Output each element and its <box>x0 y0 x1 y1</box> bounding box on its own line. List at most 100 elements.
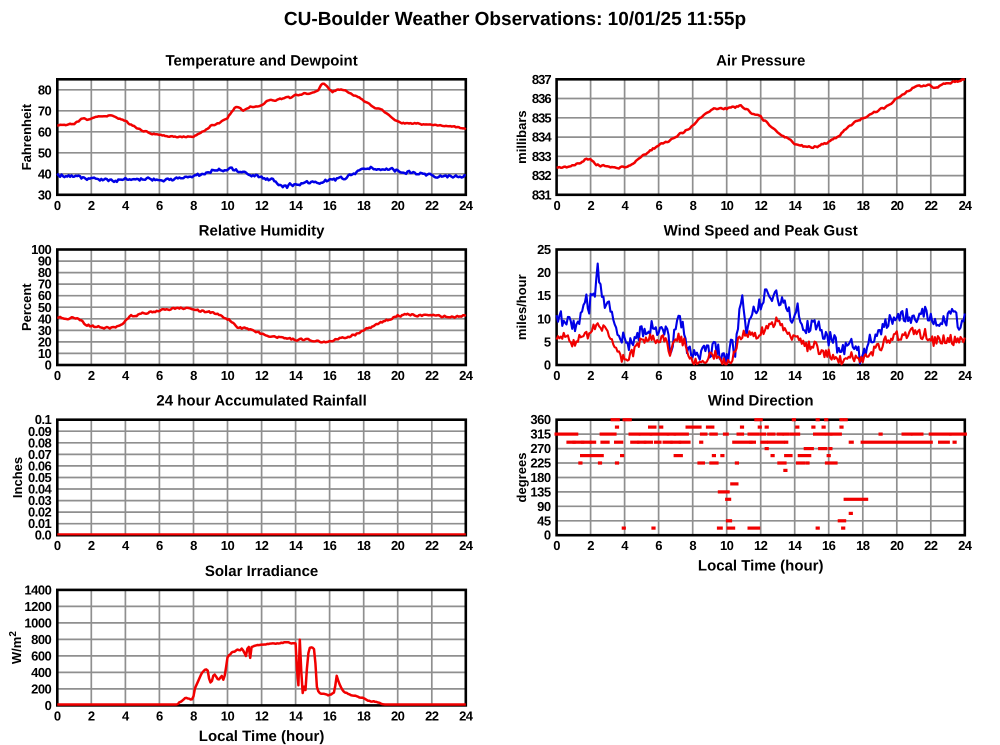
svg-text:Relative Humidity: Relative Humidity <box>199 223 326 240</box>
svg-text:836: 836 <box>532 91 551 106</box>
svg-text:22: 22 <box>425 198 439 213</box>
svg-text:degrees: degrees <box>514 453 529 503</box>
svg-text:10: 10 <box>221 708 235 723</box>
svg-text:6: 6 <box>156 538 163 553</box>
svg-text:15: 15 <box>537 288 551 303</box>
svg-text:25: 25 <box>537 242 551 257</box>
svg-text:70: 70 <box>38 103 52 118</box>
svg-text:22: 22 <box>925 198 938 213</box>
svg-text:12: 12 <box>754 538 768 553</box>
svg-text:12: 12 <box>754 368 768 383</box>
svg-text:40: 40 <box>38 311 52 326</box>
svg-text:14: 14 <box>289 198 304 213</box>
svg-text:90: 90 <box>537 499 551 514</box>
svg-text:833: 833 <box>532 149 551 164</box>
svg-text:0: 0 <box>45 698 52 713</box>
svg-text:22: 22 <box>425 708 439 723</box>
svg-text:CU-Boulder Weather Observation: CU-Boulder Weather Observations: 10/01/2… <box>284 9 746 30</box>
svg-text:4: 4 <box>621 538 629 553</box>
svg-text:200: 200 <box>31 681 51 696</box>
svg-text:0.08: 0.08 <box>28 435 52 450</box>
svg-text:millibars: millibars <box>514 110 529 163</box>
svg-text:16: 16 <box>323 368 337 383</box>
svg-text:2: 2 <box>88 708 95 723</box>
svg-text:4: 4 <box>621 198 629 213</box>
svg-text:70: 70 <box>38 277 52 292</box>
svg-text:0.07: 0.07 <box>28 447 52 462</box>
svg-text:20: 20 <box>891 198 904 213</box>
svg-text:225: 225 <box>530 456 550 471</box>
svg-text:16: 16 <box>822 198 835 213</box>
svg-text:0: 0 <box>553 538 560 553</box>
svg-text:18: 18 <box>856 538 870 553</box>
svg-text:W/m2: W/m2 <box>8 631 24 664</box>
svg-text:2: 2 <box>88 368 95 383</box>
svg-text:14: 14 <box>788 368 803 383</box>
svg-text:18: 18 <box>856 368 870 383</box>
svg-text:12: 12 <box>255 538 269 553</box>
svg-text:30: 30 <box>38 187 52 202</box>
svg-text:6: 6 <box>655 368 662 383</box>
svg-text:6: 6 <box>156 368 163 383</box>
svg-text:800: 800 <box>31 632 51 647</box>
svg-text:18: 18 <box>357 708 371 723</box>
svg-text:10: 10 <box>720 538 734 553</box>
svg-text:20: 20 <box>391 198 405 213</box>
svg-text:20: 20 <box>391 708 405 723</box>
svg-text:miles/hour: miles/hour <box>514 274 529 340</box>
svg-text:Air Pressure: Air Pressure <box>716 52 805 69</box>
svg-text:0: 0 <box>544 358 551 373</box>
svg-text:135: 135 <box>530 484 550 499</box>
svg-text:1200: 1200 <box>24 599 51 614</box>
svg-text:8: 8 <box>190 708 197 723</box>
svg-text:14: 14 <box>788 198 802 213</box>
svg-text:90: 90 <box>38 254 52 269</box>
svg-text:0.09: 0.09 <box>28 424 52 439</box>
svg-text:600: 600 <box>31 648 51 663</box>
svg-text:8: 8 <box>190 538 197 553</box>
svg-text:315: 315 <box>530 427 550 442</box>
svg-text:180: 180 <box>530 470 550 485</box>
svg-text:6: 6 <box>655 538 662 553</box>
svg-text:10: 10 <box>537 311 551 326</box>
svg-text:Fahrenheit: Fahrenheit <box>19 103 34 170</box>
svg-text:6: 6 <box>655 198 662 213</box>
svg-text:20: 20 <box>890 538 904 553</box>
svg-text:4: 4 <box>122 708 130 723</box>
svg-text:Local Time (hour): Local Time (hour) <box>698 558 824 575</box>
svg-text:12: 12 <box>255 368 269 383</box>
svg-text:10: 10 <box>720 198 733 213</box>
svg-text:45: 45 <box>537 513 551 528</box>
svg-text:6: 6 <box>156 708 163 723</box>
svg-text:24: 24 <box>459 198 474 213</box>
svg-text:24: 24 <box>959 198 973 213</box>
svg-text:24: 24 <box>958 368 973 383</box>
svg-text:12: 12 <box>255 708 269 723</box>
svg-text:Percent: Percent <box>19 283 34 331</box>
svg-text:22: 22 <box>425 368 439 383</box>
svg-text:0: 0 <box>45 358 52 373</box>
svg-text:20: 20 <box>391 538 405 553</box>
svg-text:0.04: 0.04 <box>28 482 53 497</box>
svg-text:12: 12 <box>255 198 269 213</box>
svg-text:22: 22 <box>425 538 439 553</box>
svg-text:8: 8 <box>689 538 696 553</box>
svg-text:14: 14 <box>289 538 304 553</box>
svg-text:14: 14 <box>289 368 304 383</box>
svg-text:0: 0 <box>54 368 61 383</box>
svg-text:60: 60 <box>38 124 52 139</box>
svg-text:8: 8 <box>190 198 197 213</box>
svg-text:18: 18 <box>357 538 371 553</box>
svg-text:2: 2 <box>587 538 594 553</box>
svg-text:30: 30 <box>38 323 52 338</box>
svg-text:1400: 1400 <box>24 582 51 597</box>
svg-text:80: 80 <box>38 265 52 280</box>
svg-text:80: 80 <box>38 82 52 97</box>
svg-text:0.0: 0.0 <box>35 528 52 543</box>
svg-text:Wind Direction: Wind Direction <box>708 393 814 410</box>
svg-text:24 hour Accumulated Rainfall: 24 hour Accumulated Rainfall <box>156 393 366 410</box>
svg-text:360: 360 <box>530 412 550 427</box>
svg-text:16: 16 <box>323 708 337 723</box>
svg-text:18: 18 <box>357 368 371 383</box>
svg-text:22: 22 <box>924 538 938 553</box>
